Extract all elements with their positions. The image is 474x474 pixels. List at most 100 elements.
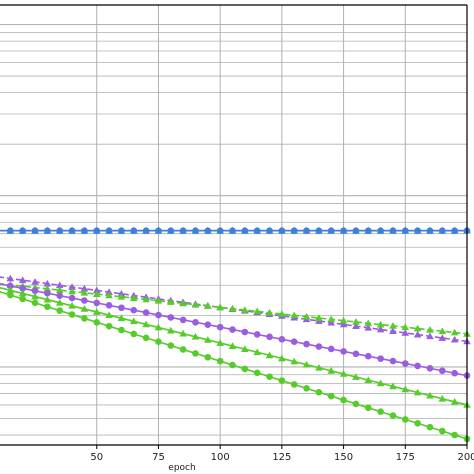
- series-point: [129, 317, 138, 325]
- series-point: [80, 289, 89, 296]
- series-point: [7, 291, 14, 299]
- series-point: [302, 312, 311, 320]
- series-point: [315, 314, 323, 321]
- series-point: [31, 278, 39, 285]
- series-point: [364, 227, 372, 234]
- series-point: [154, 296, 163, 304]
- series-point: [56, 307, 64, 314]
- series-point: [339, 316, 348, 324]
- series-point: [155, 227, 162, 234]
- series-point: [105, 322, 113, 330]
- series-point: [105, 311, 113, 318]
- series-point: [352, 227, 360, 234]
- series-point: [266, 373, 273, 380]
- series-point: [303, 385, 310, 392]
- series-point: [389, 327, 397, 335]
- series-point: [253, 331, 261, 338]
- series-point: [68, 287, 76, 295]
- series-point: [364, 323, 373, 331]
- series-point: [315, 363, 323, 371]
- series-point: [290, 338, 298, 345]
- tick-labels: 50 75 100 125 150 175 200: [90, 452, 474, 463]
- series-point: [414, 362, 421, 370]
- series-point: [401, 416, 409, 423]
- series-point: [118, 326, 125, 334]
- series-point: [68, 227, 76, 234]
- series-point: [167, 342, 175, 349]
- series-point: [229, 326, 236, 333]
- series-point: [290, 381, 298, 388]
- series-point: [364, 404, 372, 412]
- series-point: [228, 304, 237, 312]
- series-point: [31, 299, 39, 307]
- series-point: [450, 398, 459, 405]
- series-point: [55, 281, 64, 289]
- series-point: [451, 227, 458, 234]
- series-point: [426, 423, 434, 431]
- series-point: [364, 319, 373, 327]
- series-point: [7, 227, 14, 234]
- series-point: [290, 227, 298, 234]
- series-point: [55, 286, 64, 294]
- series-point: [339, 320, 348, 328]
- series-point: [229, 227, 236, 234]
- series-point: [44, 227, 51, 234]
- series-point: [426, 365, 434, 372]
- series-point: [376, 325, 385, 333]
- series-point: [278, 227, 286, 234]
- series-point: [450, 335, 459, 343]
- series-point: [204, 336, 212, 343]
- x-tick-label: 125: [272, 452, 291, 463]
- series-point: [451, 369, 458, 377]
- series-point: [43, 279, 52, 287]
- series-point: [290, 357, 299, 365]
- series-point: [81, 297, 88, 304]
- series-point: [278, 310, 286, 317]
- series-point: [278, 354, 286, 362]
- series-point: [179, 227, 187, 234]
- series-point: [253, 307, 261, 315]
- series-point: [414, 420, 421, 427]
- series-point: [68, 294, 76, 302]
- series-point: [6, 274, 15, 282]
- series-point: [327, 345, 335, 353]
- series-point: [142, 295, 150, 303]
- series-point: [142, 227, 150, 234]
- series-point: [401, 323, 410, 331]
- series-point: [44, 289, 51, 297]
- series-point: [130, 306, 138, 314]
- series-point: [340, 227, 347, 234]
- series-point: [105, 227, 113, 234]
- series-point: [352, 318, 360, 325]
- series-point: [352, 350, 360, 358]
- series-point: [80, 305, 89, 312]
- series-point: [142, 334, 150, 342]
- series-point: [117, 314, 126, 322]
- series-point: [439, 367, 446, 375]
- series-point: [179, 329, 187, 337]
- series-point: [118, 227, 125, 234]
- series-point: [154, 323, 163, 331]
- series-point: [229, 361, 236, 369]
- series-point: [56, 292, 64, 299]
- series-point: [253, 227, 261, 234]
- series-point: [216, 303, 224, 311]
- series-point: [80, 284, 89, 292]
- series-point: [192, 318, 199, 326]
- series-point: [92, 290, 101, 297]
- series-point: [389, 382, 397, 390]
- series-point: [167, 314, 175, 321]
- series-point: [241, 345, 249, 353]
- series-point: [340, 396, 347, 404]
- series-point: [31, 227, 39, 234]
- series-point: [364, 352, 372, 360]
- series-point: [31, 292, 39, 300]
- series-point: [117, 292, 126, 300]
- series-point: [56, 227, 64, 234]
- series-point: [389, 322, 397, 329]
- x-tick-label: 75: [152, 452, 165, 463]
- series-layer: [0, 226, 471, 443]
- series-point: [92, 286, 101, 294]
- series-point: [204, 227, 212, 234]
- series-point: [155, 311, 162, 319]
